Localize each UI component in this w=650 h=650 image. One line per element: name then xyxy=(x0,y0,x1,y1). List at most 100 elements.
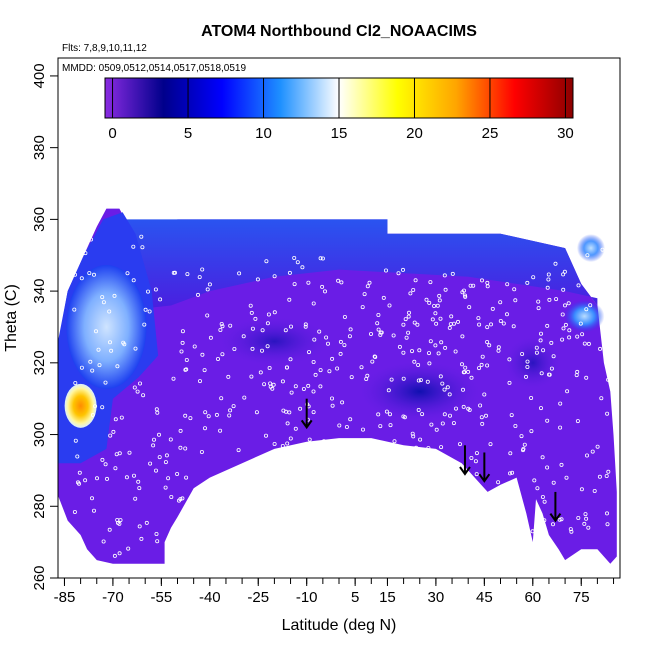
measurement-point xyxy=(546,277,551,282)
measurement-point xyxy=(97,363,102,368)
measurement-point xyxy=(219,396,224,401)
measurement-point xyxy=(137,486,142,491)
colorbar-tick-label: 20 xyxy=(406,125,423,142)
measurement-point xyxy=(558,401,563,406)
measurement-point xyxy=(337,423,342,428)
measurement-point xyxy=(365,284,370,289)
measurement-point xyxy=(460,334,465,339)
measurement-point xyxy=(488,442,493,447)
measurement-point xyxy=(306,350,311,355)
upper-band xyxy=(106,219,598,310)
measurement-point xyxy=(117,521,122,526)
measurement-point xyxy=(255,277,260,282)
measurement-point xyxy=(414,445,419,450)
measurement-point xyxy=(479,415,484,420)
measurement-point xyxy=(437,298,442,303)
x-tick-label: -40 xyxy=(199,589,221,606)
measurement-point xyxy=(396,271,401,276)
measurement-point xyxy=(413,278,418,283)
measurement-point xyxy=(107,309,112,314)
measurement-point xyxy=(595,444,600,449)
measurement-point xyxy=(557,517,562,522)
colorbar-tick-label: 0 xyxy=(108,125,116,142)
measurement-point xyxy=(112,293,117,298)
measurement-point xyxy=(412,359,417,364)
measurement-point xyxy=(131,473,136,478)
measurement-point xyxy=(401,376,406,381)
measurement-point xyxy=(580,332,585,337)
measurement-point xyxy=(563,303,568,308)
measurement-point xyxy=(338,351,343,356)
measurement-point xyxy=(281,408,286,413)
x-tick-label: 15 xyxy=(379,589,396,606)
measurement-point xyxy=(388,423,393,428)
measurement-point xyxy=(560,312,565,317)
measurement-point xyxy=(485,339,490,344)
measurement-point xyxy=(410,431,415,436)
measurement-point xyxy=(200,267,205,272)
measurement-point xyxy=(584,307,589,312)
measurement-point xyxy=(500,506,505,511)
measurement-point xyxy=(512,287,517,292)
measurement-point xyxy=(145,289,150,294)
measurement-point xyxy=(549,340,554,345)
flight-arrows xyxy=(300,398,562,523)
measurement-point xyxy=(509,413,514,418)
measurement-point xyxy=(125,271,130,276)
measurement-point xyxy=(498,318,503,323)
measurement-point xyxy=(400,267,405,272)
measurement-point xyxy=(264,259,269,264)
flight-arrow xyxy=(549,491,562,523)
measurement-point xyxy=(511,324,516,329)
measurement-point xyxy=(73,438,78,443)
measurement-point xyxy=(560,337,565,342)
measurement-point xyxy=(401,350,406,355)
measurement-point xyxy=(180,329,185,334)
measurement-point xyxy=(416,378,421,383)
measurement-point xyxy=(284,365,289,370)
measurement-point xyxy=(325,341,330,346)
x-axis: -85 -70 -55 -40 -25 -10 5 15 30 45 60 75 xyxy=(54,577,615,606)
measurement-point xyxy=(540,455,545,460)
measurement-point xyxy=(442,412,447,417)
measurement-point xyxy=(318,256,323,261)
measurement-point xyxy=(427,361,432,366)
measurement-point xyxy=(440,421,445,426)
measurement-point xyxy=(563,322,568,327)
measurement-point xyxy=(513,423,518,428)
measurement-point xyxy=(561,272,566,277)
measurement-point xyxy=(507,357,512,362)
measurement-point xyxy=(375,321,380,326)
measurement-point xyxy=(391,333,396,338)
measurement-point xyxy=(442,273,447,278)
measurement-point xyxy=(432,303,437,308)
midlat-dark-3 xyxy=(504,336,561,389)
measurement-point xyxy=(272,274,277,279)
measurement-point xyxy=(549,366,554,371)
measurement-point xyxy=(313,372,318,377)
measurement-point xyxy=(525,364,530,369)
measurement-point xyxy=(265,344,270,349)
measurement-point xyxy=(73,272,78,277)
measurement-point xyxy=(306,280,311,285)
measurement-point xyxy=(271,382,276,387)
x-tick-label: -85 xyxy=(54,589,76,606)
measurement-point xyxy=(434,427,439,432)
measurement-point xyxy=(430,317,435,322)
northern-edge-2 xyxy=(576,234,605,263)
measurement-point xyxy=(108,340,113,345)
y-tick-label: 320 xyxy=(31,350,48,375)
measurement-point xyxy=(529,395,534,400)
measurement-point xyxy=(435,303,440,308)
measurement-point xyxy=(208,335,213,340)
measurement-point xyxy=(412,320,417,325)
y-tick-label: 280 xyxy=(31,494,48,519)
measurement-point xyxy=(367,280,372,285)
measurement-point xyxy=(565,389,570,394)
x-tick-label: 60 xyxy=(524,589,541,606)
measurement-point xyxy=(266,312,271,317)
measurement-point xyxy=(140,245,145,250)
measurement-point xyxy=(575,369,580,374)
measurement-point xyxy=(180,496,185,501)
measurement-point xyxy=(133,346,138,351)
